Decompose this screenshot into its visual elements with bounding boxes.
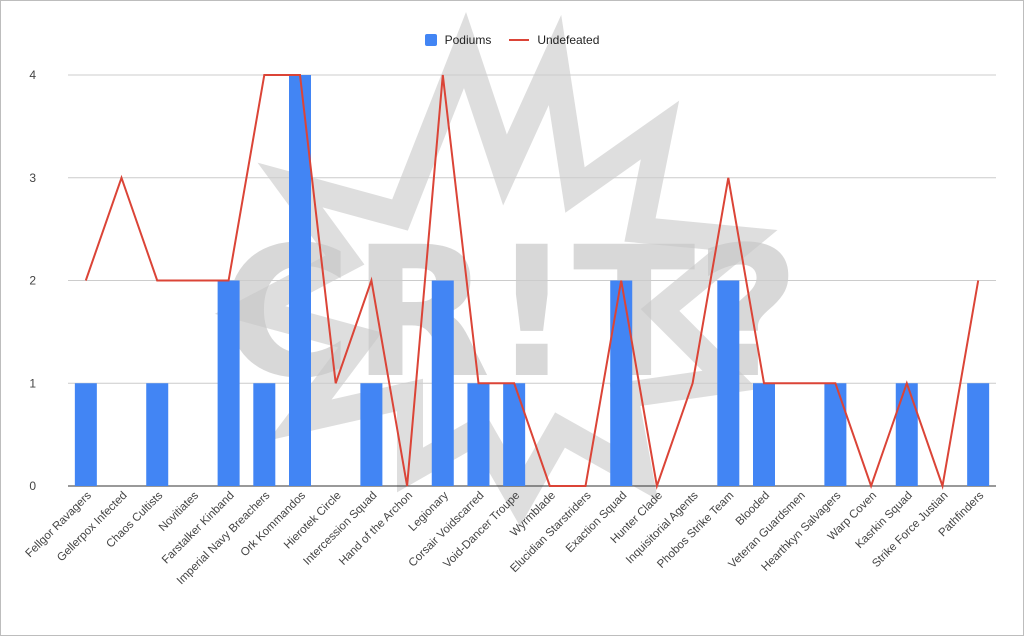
bar-podiums — [610, 280, 633, 486]
x-tick-label: Exaction Squad — [564, 490, 629, 555]
x-tick-label: Ork Kommandos — [239, 489, 309, 559]
bar-podiums — [253, 383, 276, 486]
bar-podiums — [717, 280, 740, 486]
y-tick-label: 0 — [29, 479, 36, 493]
y-tick-label: 1 — [29, 376, 36, 390]
bar-podiums — [360, 383, 383, 486]
y-tick-label: 3 — [29, 171, 36, 185]
chart-legend: Podiums Undefeated — [0, 30, 1024, 50]
bar-podiums — [895, 383, 918, 486]
legend-label-undefeated: Undefeated — [537, 33, 600, 47]
bar-podiums — [74, 383, 97, 486]
bar-podiums — [753, 383, 775, 486]
bar-podiums — [503, 383, 526, 486]
watermark-starburst — [214, 11, 778, 527]
y-tick-label: 2 — [29, 274, 36, 288]
line-undefeated — [84, 74, 980, 490]
legend-item-undefeated: Undefeated — [509, 33, 599, 47]
legend-swatch-podiums — [424, 34, 437, 46]
legend-label-podiums: Podiums — [444, 33, 492, 47]
bar-podiums — [467, 383, 490, 486]
bar-podiums — [217, 280, 240, 486]
legend-swatch-undefeated — [509, 39, 530, 41]
bar-podiums — [967, 383, 990, 486]
y-tick-label: 4 — [29, 68, 36, 82]
legend-item-podiums: Podiums — [424, 33, 492, 47]
bar-podiums — [289, 75, 311, 486]
bar-podiums — [824, 383, 847, 486]
bar-podiums — [146, 383, 169, 486]
bar-podiums — [431, 280, 454, 486]
x-tick-label: Fellgor Ravagers — [24, 489, 95, 560]
